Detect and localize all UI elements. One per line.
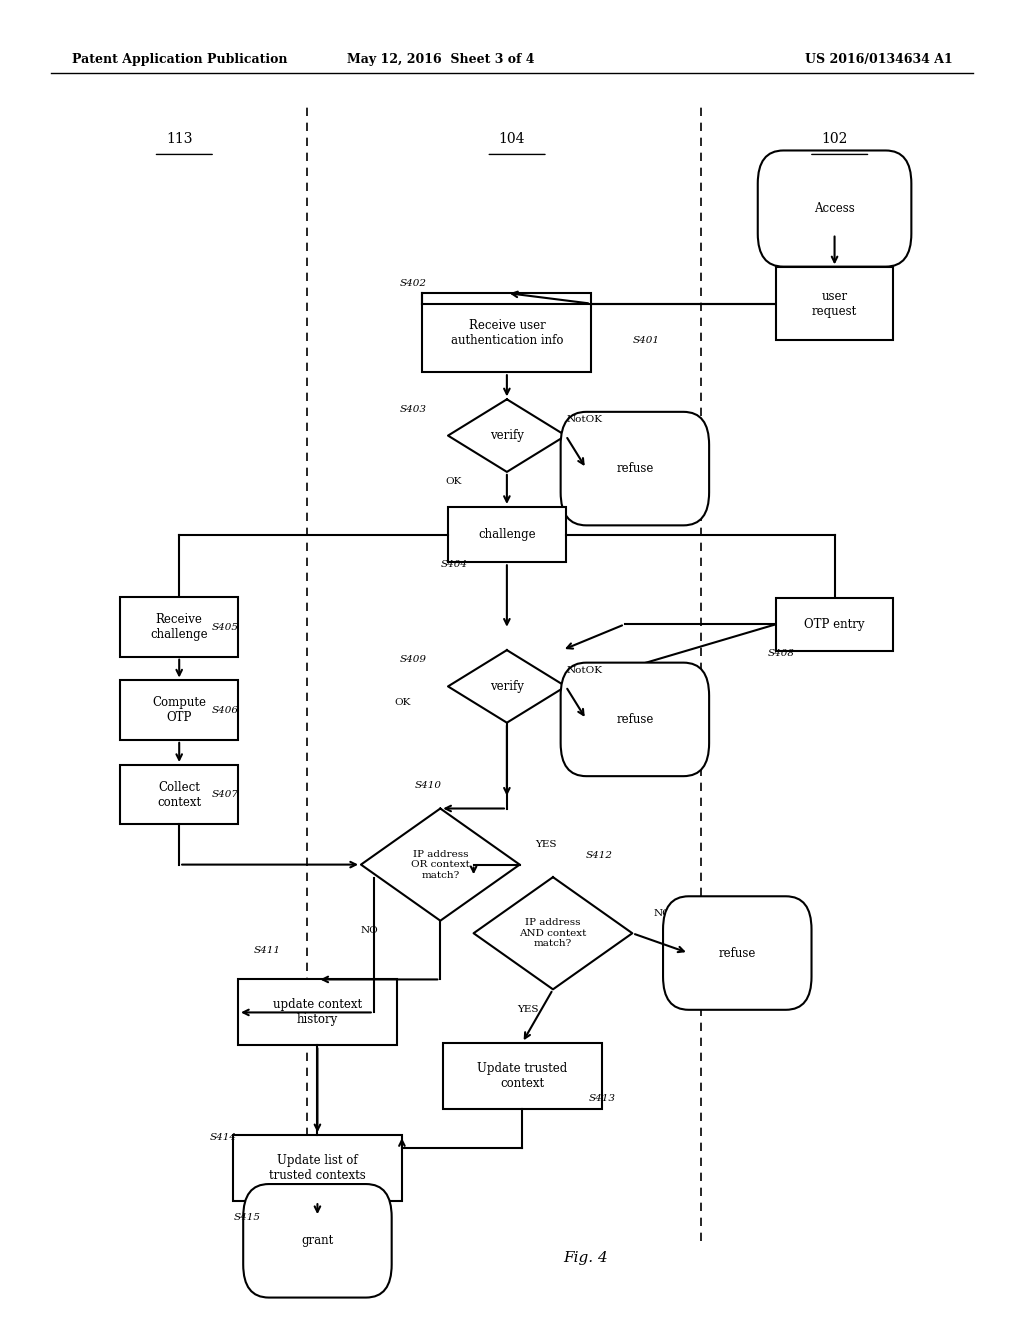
FancyBboxPatch shape xyxy=(449,507,565,562)
Text: grant: grant xyxy=(301,1234,334,1247)
FancyBboxPatch shape xyxy=(121,766,238,824)
Text: S403: S403 xyxy=(399,405,426,413)
FancyBboxPatch shape xyxy=(664,896,811,1010)
FancyBboxPatch shape xyxy=(776,598,893,651)
Text: OK: OK xyxy=(445,478,462,486)
FancyBboxPatch shape xyxy=(442,1043,602,1109)
FancyBboxPatch shape xyxy=(776,267,893,339)
Text: IP address
AND context
match?: IP address AND context match? xyxy=(519,919,587,948)
Text: OK: OK xyxy=(394,698,411,706)
Polygon shape xyxy=(360,808,519,921)
Text: May 12, 2016  Sheet 3 of 4: May 12, 2016 Sheet 3 of 4 xyxy=(346,53,535,66)
Text: Patent Application Publication: Patent Application Publication xyxy=(72,53,287,66)
Polygon shape xyxy=(449,651,565,723)
Text: S410: S410 xyxy=(415,781,441,789)
Text: S415: S415 xyxy=(233,1213,260,1221)
Text: Update list of
trusted contexts: Update list of trusted contexts xyxy=(269,1154,366,1183)
Text: S409: S409 xyxy=(399,656,426,664)
Text: S413: S413 xyxy=(589,1094,615,1102)
Text: S401: S401 xyxy=(633,337,659,345)
Text: user
request: user request xyxy=(812,289,857,318)
Text: S406: S406 xyxy=(212,706,239,714)
Text: S414: S414 xyxy=(210,1134,237,1142)
FancyBboxPatch shape xyxy=(244,1184,392,1298)
Text: YES: YES xyxy=(517,1006,539,1014)
Polygon shape xyxy=(449,399,565,471)
Text: Receive
challenge: Receive challenge xyxy=(151,612,208,642)
FancyBboxPatch shape xyxy=(238,979,396,1045)
Text: S407: S407 xyxy=(212,791,239,799)
Text: 113: 113 xyxy=(166,132,193,145)
Text: YES: YES xyxy=(536,841,557,849)
Text: S412: S412 xyxy=(586,851,612,859)
Text: Collect
context: Collect context xyxy=(157,780,202,809)
Text: IP address
OR context
match?: IP address OR context match? xyxy=(411,850,470,879)
Text: S404: S404 xyxy=(440,561,467,569)
Text: NO: NO xyxy=(360,927,378,935)
Text: Update trusted
context: Update trusted context xyxy=(477,1061,567,1090)
Text: refuse: refuse xyxy=(616,462,653,475)
Text: verify: verify xyxy=(489,429,524,442)
Text: S405: S405 xyxy=(212,623,239,631)
FancyBboxPatch shape xyxy=(561,663,709,776)
FancyBboxPatch shape xyxy=(758,150,911,267)
Text: 102: 102 xyxy=(821,132,848,145)
Text: update context
history: update context history xyxy=(272,998,362,1027)
FancyBboxPatch shape xyxy=(121,681,238,739)
Text: OTP entry: OTP entry xyxy=(804,618,865,631)
FancyBboxPatch shape xyxy=(121,597,238,656)
Text: S408: S408 xyxy=(768,649,795,657)
Text: refuse: refuse xyxy=(719,946,756,960)
Text: NotOK: NotOK xyxy=(566,667,602,675)
Text: Compute
OTP: Compute OTP xyxy=(153,696,206,725)
Text: S402: S402 xyxy=(399,280,426,288)
Text: US 2016/0134634 A1: US 2016/0134634 A1 xyxy=(805,53,952,66)
Text: challenge: challenge xyxy=(478,528,536,541)
FancyBboxPatch shape xyxy=(561,412,709,525)
Polygon shape xyxy=(473,878,633,990)
Text: Receive user
authentication info: Receive user authentication info xyxy=(451,318,563,347)
Text: Fig. 4: Fig. 4 xyxy=(563,1251,608,1265)
Text: verify: verify xyxy=(489,680,524,693)
FancyBboxPatch shape xyxy=(422,293,592,372)
Text: 104: 104 xyxy=(499,132,525,145)
Text: S411: S411 xyxy=(254,946,281,954)
FancyBboxPatch shape xyxy=(232,1135,401,1201)
Text: NO: NO xyxy=(653,909,671,917)
Text: NotOK: NotOK xyxy=(566,416,602,424)
Text: refuse: refuse xyxy=(616,713,653,726)
Text: Access: Access xyxy=(814,202,855,215)
